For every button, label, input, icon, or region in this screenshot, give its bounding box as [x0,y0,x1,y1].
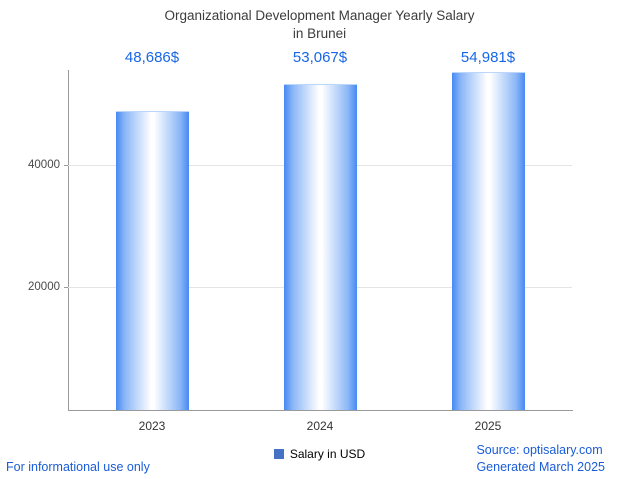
bar-2024 [283,83,357,410]
category-label-2023: 2023 [138,419,166,433]
source-block: Source: optisalary.com Generated March 2… [476,442,605,475]
legend-label: Salary in USD [289,447,366,461]
chart-legend: Salary in USD [0,447,639,461]
category-label-2025: 2025 [474,419,502,433]
chart-title-line2: in Brunei [292,25,347,41]
legend-swatch-icon [273,449,284,459]
y-axis-tick [64,164,68,166]
y-axis-tick [64,287,68,289]
source-link[interactable]: Source: optisalary.com [476,443,603,457]
x-axis-line [68,410,573,411]
generated-date: Generated March 2025 [476,459,605,474]
bar-2025 [451,72,525,410]
y-axis-tick-label: 20000 [28,281,60,294]
y-axis-tick-label: 40000 [28,158,60,171]
disclaimer-text: For informational use only [6,460,150,474]
category-label-2024: 2024 [306,419,334,433]
value-label-2023: 48,686$ [124,49,180,66]
bar-2023 [115,110,189,410]
plot-area: 20000 40000 48,686$ 2023 53,067$ 2024 54,981$ 2… [28,49,572,433]
value-label-2024: 53,067$ [292,49,348,66]
y-axis-line [68,70,69,411]
chart-title-line1: Organizational Development Manager Yearl… [164,8,475,23]
chart-title: Organizational Development Manager Yearl… [0,7,639,42]
value-label-2025: 54,981$ [460,49,516,66]
